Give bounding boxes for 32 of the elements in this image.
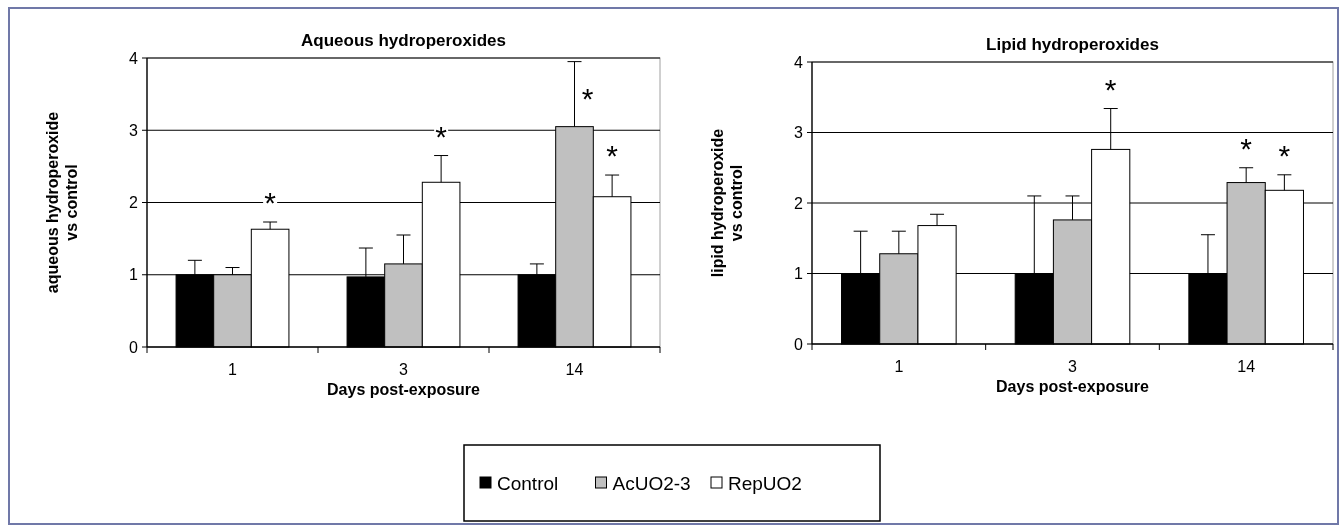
y-axis-title: aqueous hydroperoxide vs control [44,111,80,294]
y-tick-label: 1 [794,265,804,283]
x-tick-label: 1 [894,358,904,375]
x-axis-title: Days post-exposure [327,381,481,398]
x-tick-label: 14 [565,361,584,378]
y-tick-label: 0 [129,338,139,356]
y-tick-label: 3 [794,124,804,142]
x-axis-title: Days post-exposure [996,378,1150,395]
y-tick-label: 3 [129,121,139,139]
data-label: * [606,139,619,173]
legend-label: RepUO2 [728,472,802,494]
data-label: * [435,119,448,153]
data-label: * [1240,131,1253,165]
legend-label: AcUO2-3 [612,472,691,494]
y-tick-label: 2 [794,194,804,212]
chart-title: Aqueous hydroperoxides [301,31,506,50]
y-tick-label: 4 [129,49,139,67]
y-tick-label: 0 [794,335,804,353]
x-tick-label: 1 [228,361,238,378]
x-tick-label: 14 [1237,358,1256,375]
data-label: * [1278,138,1291,172]
chart-title: Lipid hydroperoxides [986,35,1159,54]
data-label: * [1104,72,1117,106]
x-tick-label: 3 [1068,358,1078,375]
legend-label: Control [497,472,559,494]
data-label: * [581,81,594,115]
y-tick-label: 4 [794,53,804,71]
x-tick-label: 3 [399,361,409,378]
y-tick-label: 1 [129,266,139,284]
y-axis-title: lipid hydroperoxide vs control [709,128,745,278]
y-tick-label: 2 [129,194,139,212]
data-label: * [264,186,277,220]
